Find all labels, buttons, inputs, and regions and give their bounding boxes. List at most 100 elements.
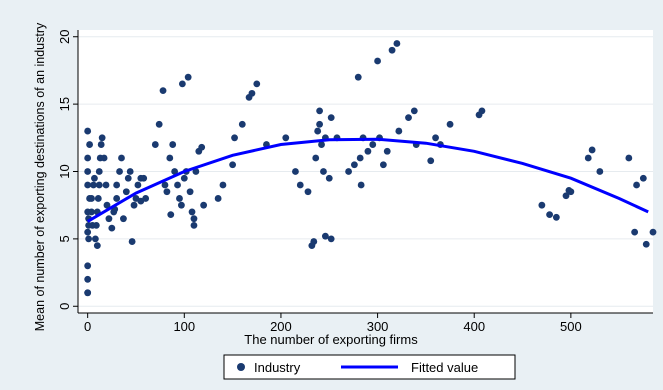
x-tick-label: 400 — [463, 319, 485, 334]
data-point — [84, 181, 92, 189]
data-point — [325, 174, 333, 182]
data-point — [91, 235, 99, 243]
data-point — [102, 181, 110, 189]
data-point — [176, 195, 183, 202]
data-point — [98, 134, 106, 142]
data-point — [86, 141, 93, 148]
data-point — [90, 181, 97, 189]
data-point — [88, 195, 95, 202]
data-point — [167, 211, 175, 219]
data-point — [356, 154, 364, 162]
data-point — [100, 154, 108, 162]
data-point — [85, 235, 93, 243]
data-point — [350, 161, 358, 169]
data-point — [188, 208, 196, 216]
data-point — [84, 262, 92, 270]
data-point — [161, 181, 169, 189]
y-tick-label: 0 — [57, 303, 72, 310]
scatter-points — [84, 40, 657, 297]
data-point — [354, 73, 362, 81]
data-point — [345, 168, 352, 175]
data-point — [186, 188, 194, 196]
data-point — [552, 213, 560, 221]
data-point — [134, 181, 142, 189]
data-point — [567, 188, 575, 196]
data-point — [588, 146, 596, 154]
data-point — [318, 141, 325, 148]
data-point — [379, 161, 387, 169]
data-point — [316, 120, 323, 128]
data-point — [192, 168, 200, 175]
data-point — [292, 168, 299, 175]
data-point — [631, 228, 639, 236]
x-tick-label: 300 — [367, 319, 389, 334]
data-point — [163, 188, 171, 196]
data-point — [151, 141, 159, 148]
data-point — [155, 120, 163, 128]
data-point — [649, 228, 657, 236]
y-axis-ticks: 0 5 10 15 20 — [57, 30, 78, 310]
data-point — [116, 168, 123, 175]
data-point — [140, 174, 148, 182]
fitted-value-line — [86, 137, 649, 223]
x-tick-label: 500 — [560, 319, 582, 334]
data-point — [105, 215, 113, 223]
data-point — [388, 46, 396, 54]
data-point — [546, 211, 553, 219]
data-point — [642, 240, 650, 248]
data-point — [97, 141, 105, 148]
data-point — [316, 107, 323, 115]
data-point — [120, 215, 127, 223]
data-point — [562, 192, 570, 200]
data-point — [174, 181, 181, 189]
data-point — [321, 232, 329, 240]
data-point — [84, 228, 92, 236]
data-point — [159, 87, 167, 95]
data-point — [103, 201, 111, 209]
data-point — [84, 168, 92, 175]
data-point — [108, 224, 116, 232]
y-axis-label: Mean of number of exporting destinations… — [33, 22, 47, 331]
legend-industry-label: Industry — [254, 360, 301, 375]
x-axis-label: The number of exporting firms — [244, 332, 418, 347]
data-point — [190, 222, 198, 229]
y-tick-label: 15 — [57, 97, 72, 111]
data-point — [369, 141, 377, 148]
data-point — [122, 188, 130, 196]
data-point — [320, 168, 327, 175]
legend-industry-marker — [237, 363, 245, 371]
data-point — [118, 154, 125, 162]
data-point — [310, 238, 318, 245]
data-point — [169, 141, 177, 148]
data-point — [296, 181, 304, 189]
data-point — [304, 188, 312, 196]
data-point — [128, 238, 136, 245]
data-point — [113, 195, 121, 202]
data-point — [166, 154, 174, 162]
data-point — [282, 134, 290, 142]
data-point — [184, 73, 192, 81]
x-axis-ticks: 0 100 200 300 400 500 — [84, 313, 582, 334]
x-tick-label: 200 — [270, 319, 292, 334]
data-point — [231, 134, 238, 142]
data-point — [113, 181, 121, 189]
y-tick-label: 20 — [57, 30, 72, 44]
data-point — [198, 143, 206, 151]
data-point — [229, 161, 237, 169]
data-point — [178, 201, 185, 209]
y-tick-label: 5 — [57, 235, 72, 242]
data-point — [84, 275, 92, 283]
data-point — [357, 181, 365, 189]
data-point — [639, 174, 647, 182]
data-point — [478, 107, 486, 115]
data-point — [94, 195, 102, 202]
data-point — [327, 235, 335, 243]
data-point — [383, 147, 391, 155]
data-point — [92, 222, 100, 229]
data-point — [171, 168, 179, 175]
legend-fitted-label: Fitted value — [411, 360, 478, 375]
data-point — [95, 181, 103, 189]
data-point — [410, 107, 418, 115]
data-point — [427, 157, 435, 165]
